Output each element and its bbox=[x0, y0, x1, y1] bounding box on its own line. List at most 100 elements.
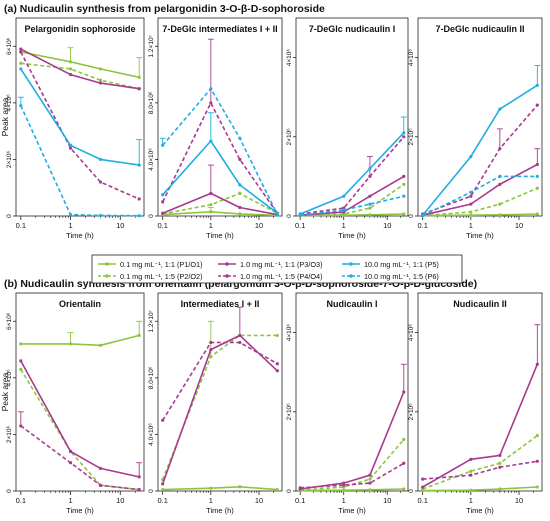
series-p2 bbox=[421, 186, 539, 218]
series-line bbox=[300, 391, 405, 490]
x-tick-label: 1 bbox=[342, 496, 346, 505]
data-point bbox=[535, 174, 539, 178]
y-tick-label: 0 bbox=[408, 214, 415, 218]
data-point bbox=[238, 205, 242, 210]
series-o1 bbox=[19, 320, 143, 347]
series-o3 bbox=[421, 324, 541, 489]
data-point bbox=[498, 213, 502, 217]
x-tick-label: 10 bbox=[515, 496, 523, 505]
series-line bbox=[20, 51, 140, 79]
series-line bbox=[20, 368, 140, 491]
plot-frame bbox=[295, 17, 409, 217]
series-line bbox=[422, 213, 538, 217]
x-tick-label: 0.1 bbox=[295, 221, 305, 230]
series-line bbox=[20, 360, 140, 478]
data-point bbox=[402, 461, 406, 465]
x-tick-label: 0.1 bbox=[16, 496, 26, 505]
panel-b-orientalin: Orientalin 0 2×10⁶ 4×10⁶ 6×10⁶ 0.1 1 10 Time (h)… bbox=[0, 292, 145, 515]
panels: Pelargonidin sophoroside 0 2×10⁶ 4×10⁶ 6×10⁶… bbox=[0, 17, 543, 515]
data-point bbox=[275, 333, 279, 338]
y-tick-label: 0 bbox=[286, 214, 293, 218]
data-point bbox=[19, 359, 23, 363]
data-point bbox=[498, 147, 502, 151]
series-o1 bbox=[161, 485, 279, 492]
y-tick-label: 8.0×10⁶ bbox=[148, 366, 155, 389]
series-line bbox=[300, 136, 405, 215]
panel-b-nudicaulin-i: Nudicaulin I 0 2×10⁶ 4×10⁶ 0.1 1 10 Time (h) bbox=[286, 292, 409, 515]
series-line bbox=[300, 462, 405, 489]
data-point bbox=[209, 87, 213, 91]
series-line bbox=[300, 195, 404, 216]
data-point bbox=[161, 193, 165, 197]
plot-frame bbox=[417, 292, 543, 492]
data-point bbox=[68, 60, 73, 64]
series-line bbox=[161, 102, 278, 214]
data-point bbox=[535, 362, 539, 366]
data-point bbox=[535, 83, 539, 87]
data-point bbox=[469, 194, 473, 198]
legend-marker bbox=[225, 274, 229, 278]
data-point bbox=[19, 424, 23, 428]
plot-frame bbox=[157, 292, 283, 492]
data-point bbox=[209, 210, 213, 214]
data-point bbox=[498, 453, 502, 457]
plot-frame bbox=[15, 17, 145, 217]
y-tick-label: 4×10⁶ bbox=[286, 49, 293, 67]
x-tick-label: 10 bbox=[383, 496, 391, 505]
x-tick-label: 0.1 bbox=[417, 496, 427, 505]
y-tick-label: 0 bbox=[286, 489, 293, 493]
x-tick-label: 1 bbox=[68, 496, 72, 505]
data-point bbox=[498, 107, 502, 111]
data-point bbox=[368, 477, 372, 481]
legend-label: 10.0 mg mL⁻¹, 1:1 (P5) bbox=[364, 260, 439, 269]
data-point bbox=[469, 202, 473, 206]
data-point bbox=[342, 488, 346, 492]
x-axis-title: Time (h) bbox=[466, 506, 494, 515]
data-point bbox=[469, 469, 473, 473]
series-p4 bbox=[421, 103, 539, 216]
series-o4 bbox=[421, 459, 539, 481]
data-point bbox=[161, 418, 165, 422]
data-point bbox=[498, 461, 502, 465]
x-axis-title: Time (h) bbox=[66, 506, 94, 515]
y-tick-label: 2×10⁶ bbox=[408, 128, 415, 146]
data-point bbox=[98, 483, 103, 487]
panel-a-7-deglc-intermediates-i-ii: 7-DeGlc intermediates I + II 0 4.0×10⁶ 8.0×… bbox=[148, 17, 283, 240]
data-point bbox=[238, 340, 242, 345]
y-tick-label: 2×10⁶ bbox=[286, 128, 293, 146]
data-point bbox=[535, 103, 539, 107]
y-tick-label: 0 bbox=[6, 489, 13, 493]
data-point bbox=[498, 182, 502, 186]
series-p3 bbox=[298, 174, 406, 217]
y-tick-label: 4×10⁶ bbox=[6, 369, 13, 387]
data-point bbox=[238, 212, 242, 216]
x-tick-label: 10 bbox=[383, 221, 391, 230]
series-line bbox=[162, 211, 278, 217]
data-point bbox=[19, 367, 23, 371]
plot-frame bbox=[15, 292, 145, 492]
series-p5 bbox=[161, 112, 279, 215]
data-point bbox=[368, 213, 372, 217]
panel-title: 7-DeGlc nudicaulin II bbox=[435, 24, 524, 34]
panel-a-pelargonidin-sophoroside: Pelargonidin sophoroside 0 2×10⁶ 4×10⁶ 6×10⁶… bbox=[0, 17, 145, 240]
y-axis-title: Peak area bbox=[0, 97, 10, 136]
data-point bbox=[469, 488, 473, 492]
series-p5 bbox=[298, 116, 407, 216]
series-o3 bbox=[19, 359, 143, 479]
data-point bbox=[368, 473, 372, 477]
data-point bbox=[209, 340, 213, 345]
data-point bbox=[469, 473, 473, 477]
panel-title: 7-DeGlc intermediates I + II bbox=[162, 24, 277, 34]
series-p6 bbox=[298, 194, 406, 217]
data-point bbox=[98, 343, 103, 347]
series-p3 bbox=[19, 47, 141, 91]
series-o2 bbox=[298, 437, 406, 492]
x-tick-label: 1 bbox=[209, 496, 213, 505]
data-point bbox=[137, 163, 141, 167]
data-point bbox=[238, 191, 242, 195]
data-point bbox=[161, 482, 165, 486]
y-tick-label: 0 bbox=[148, 489, 155, 493]
series-line bbox=[162, 341, 278, 421]
data-point bbox=[469, 155, 473, 159]
data-point bbox=[161, 211, 165, 215]
